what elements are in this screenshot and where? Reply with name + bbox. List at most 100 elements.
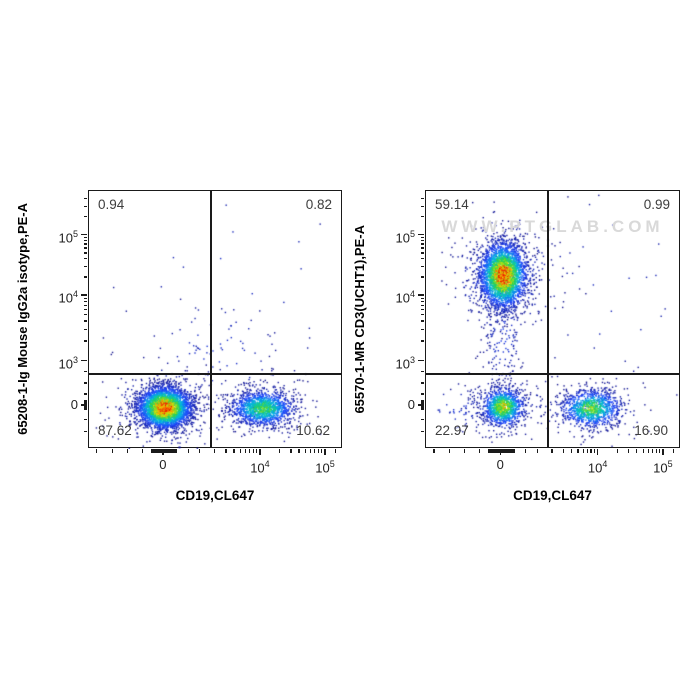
y-minor-tick bbox=[420, 243, 424, 245]
x-minor-tick bbox=[496, 449, 498, 453]
x-minor-tick bbox=[652, 449, 654, 453]
y-minor-tick bbox=[420, 340, 424, 342]
x-minor-tick bbox=[150, 449, 153, 453]
x-minor-tick bbox=[199, 449, 201, 453]
y-minor-tick bbox=[420, 236, 424, 238]
quadrant-stat-upper-left: 59.14 bbox=[435, 197, 469, 212]
x-tick-label: 105 bbox=[315, 459, 335, 476]
y-minor-tick bbox=[83, 401, 87, 404]
y-axis-label-container: 65208-1-Ig Mouse IgG2a isotype,PE-A bbox=[10, 190, 34, 448]
y-major-tick bbox=[81, 404, 87, 406]
x-minor-tick bbox=[433, 449, 435, 453]
y-tick-label: 104 bbox=[395, 289, 415, 306]
y-tick-label: 0 bbox=[70, 396, 78, 412]
quadrant-stat-upper-right: 0.99 bbox=[643, 197, 670, 212]
x-minor-tick bbox=[505, 449, 507, 453]
quadrant-gate-horizontal-line bbox=[426, 372, 679, 375]
x-minor-tick bbox=[166, 449, 169, 453]
x-minor-tick bbox=[317, 449, 319, 453]
x-tick-label: 0 bbox=[496, 457, 504, 472]
y-minor-tick bbox=[83, 276, 87, 278]
x-minor-tick bbox=[155, 449, 157, 453]
x-minor-tick bbox=[156, 449, 158, 453]
x-tick-label: 104 bbox=[587, 459, 608, 476]
y-minor-tick bbox=[83, 408, 87, 411]
x-minor-tick bbox=[636, 449, 638, 453]
y-minor-tick bbox=[83, 400, 87, 403]
x-major-tick bbox=[324, 449, 326, 455]
y-minor-tick bbox=[420, 382, 424, 384]
x-minor-tick bbox=[616, 449, 618, 453]
y-tick-label: 105 bbox=[395, 228, 415, 246]
quadrant-stat-lower-right: 16.90 bbox=[634, 423, 668, 438]
y-tick-label: 105 bbox=[58, 228, 78, 246]
y-minor-tick bbox=[83, 399, 87, 401]
y-minor-tick bbox=[420, 405, 424, 407]
x-minor-tick bbox=[495, 449, 497, 453]
x-minor-tick bbox=[593, 449, 595, 453]
x-minor-tick bbox=[256, 449, 258, 453]
x-minor-tick bbox=[582, 449, 584, 453]
x-minor-tick bbox=[647, 449, 649, 453]
x-tick-label: 0 bbox=[159, 457, 167, 472]
x-minor-tick bbox=[506, 449, 508, 453]
y-minor-tick bbox=[420, 393, 424, 395]
x-minor-tick bbox=[500, 449, 502, 453]
y-tick-label: 0 bbox=[407, 396, 415, 412]
x-minor-tick bbox=[504, 449, 506, 453]
x-minor-tick bbox=[508, 449, 510, 453]
y-minor-tick bbox=[83, 239, 87, 241]
x-minor-tick bbox=[590, 449, 592, 453]
y-minor-tick bbox=[83, 393, 87, 395]
scatter-canvas bbox=[426, 191, 681, 449]
x-minor-tick bbox=[173, 449, 175, 453]
y-major-tick bbox=[418, 360, 424, 362]
x-minor-tick bbox=[304, 449, 306, 453]
x-minor-tick bbox=[628, 449, 630, 453]
x-minor-tick bbox=[479, 449, 481, 453]
y-minor-tick bbox=[420, 198, 424, 200]
x-minor-tick bbox=[497, 449, 499, 453]
y-minor-tick bbox=[83, 403, 87, 405]
x-minor-tick bbox=[213, 449, 216, 453]
y-minor-tick bbox=[420, 407, 424, 409]
y-axis-label-container: 65570-1-MR CD3(UCHT1),PE-A bbox=[347, 190, 371, 448]
x-minor-tick bbox=[503, 449, 505, 453]
x-minor-tick bbox=[171, 449, 173, 453]
x-minor-tick bbox=[298, 449, 300, 453]
y-minor-tick bbox=[420, 430, 424, 432]
x-minor-tick bbox=[309, 449, 312, 453]
x-minor-tick bbox=[239, 449, 241, 453]
x-minor-tick bbox=[187, 449, 189, 453]
quadrant-stat-upper-left: 0.94 bbox=[98, 197, 125, 212]
x-minor-tick bbox=[562, 449, 565, 453]
x-minor-tick bbox=[170, 449, 172, 453]
y-minor-tick bbox=[83, 405, 87, 407]
y-minor-tick bbox=[420, 328, 424, 330]
y-minor-tick bbox=[83, 300, 87, 303]
x-minor-tick bbox=[165, 449, 167, 453]
y-minor-tick bbox=[83, 216, 87, 218]
y-minor-tick bbox=[420, 399, 424, 401]
x-minor-tick bbox=[111, 449, 113, 453]
x-minor-tick bbox=[158, 449, 161, 453]
y-tick-label: 104 bbox=[58, 289, 78, 306]
y-major-tick bbox=[81, 360, 87, 362]
y-minor-tick bbox=[420, 408, 424, 411]
x-minor-tick bbox=[157, 449, 159, 453]
x-minor-tick bbox=[142, 449, 144, 453]
y-minor-tick bbox=[420, 419, 424, 421]
x-minor-tick bbox=[463, 449, 466, 453]
x-minor-tick bbox=[126, 449, 128, 453]
y-minor-tick bbox=[420, 265, 424, 267]
x-minor-tick bbox=[673, 449, 675, 453]
scatter-canvas bbox=[89, 191, 343, 449]
y-major-tick bbox=[81, 294, 87, 296]
y-minor-tick bbox=[420, 300, 424, 303]
x-minor-tick bbox=[233, 449, 235, 453]
y-minor-tick bbox=[83, 407, 87, 409]
x-minor-tick bbox=[571, 449, 573, 453]
x-axis-label: CD19,CL647 bbox=[513, 488, 592, 503]
x-tick-label: 104 bbox=[250, 459, 270, 476]
x-minor-tick bbox=[96, 449, 98, 453]
